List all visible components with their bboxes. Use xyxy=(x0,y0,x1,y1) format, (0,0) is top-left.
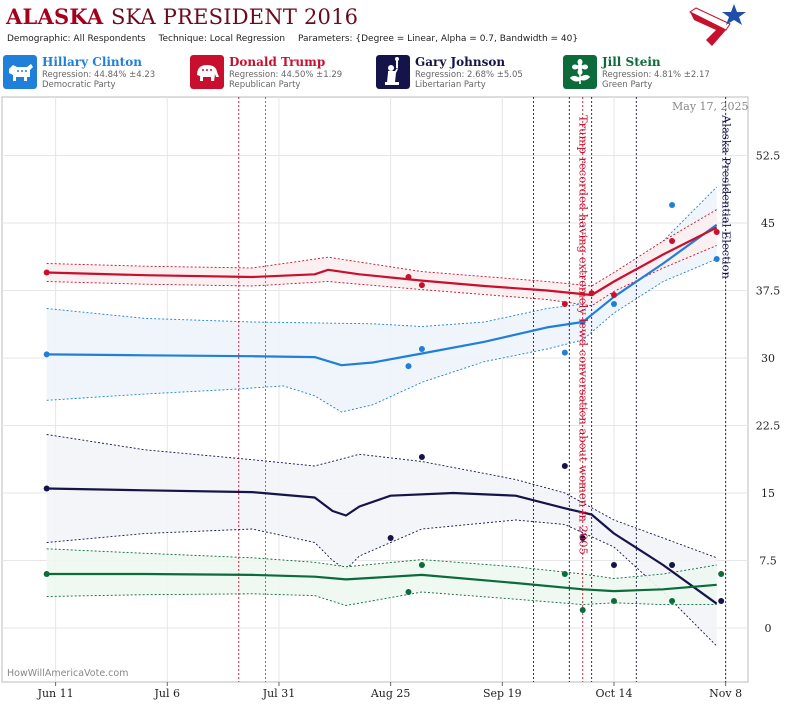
poll-point xyxy=(579,607,586,613)
trend-line xyxy=(46,226,718,297)
poll-point xyxy=(387,535,394,541)
poll-point xyxy=(718,571,725,577)
y-tick-label: 45 xyxy=(761,217,775,230)
chart-plot: 0 7.5 15 22.5 30 37.5 45 52.5 Jun 11 Jul 6 Jul 31 A… xyxy=(1,96,781,700)
candidate-card-johnson: Gary Johnson Regression: 2.68% ±5.05 Lib… xyxy=(376,53,564,92)
x-tick-label: Nov 8 xyxy=(709,687,742,700)
candidate-card-trump: Donald Trump Regression: 44.50% ±1.29 Re… xyxy=(190,53,378,92)
statue-of-liberty-icon xyxy=(376,55,410,89)
poll-point xyxy=(418,346,425,352)
x-tick-label: Oct 14 xyxy=(595,687,632,700)
poll-point xyxy=(588,290,595,297)
poll-point xyxy=(713,256,720,262)
trend-line xyxy=(46,487,718,605)
poll-point xyxy=(561,349,568,356)
y-tick-label: 15 xyxy=(761,487,775,500)
poll-point xyxy=(405,589,412,595)
poll-point xyxy=(610,562,617,568)
technique-label: Technique: Local Regression xyxy=(158,34,286,44)
poll-point xyxy=(579,535,586,541)
candidate-regression: Regression: 4.81% ±2.17 xyxy=(602,70,710,80)
parameters-label: Parameters: {Degree = Linear, Alpha = 0.… xyxy=(298,34,579,44)
candidate-name: Gary Johnson xyxy=(415,55,506,69)
candidate-name: Hillary Clinton xyxy=(42,55,142,69)
confidence-lower-line xyxy=(46,258,717,413)
trend-line xyxy=(46,572,717,593)
poll-point xyxy=(718,598,725,604)
chart-parameters: Demographic: All Respondents Technique: … xyxy=(7,34,588,44)
confidence-band xyxy=(46,434,717,646)
poll-point xyxy=(43,351,50,358)
x-tick-label: Aug 25 xyxy=(370,687,411,700)
y-tick-label: 52.5 xyxy=(756,150,781,163)
poll-point xyxy=(43,269,50,276)
elephant-icon xyxy=(190,55,224,89)
poll-point xyxy=(610,598,617,604)
poll-point xyxy=(418,282,425,289)
poll-point xyxy=(561,301,568,307)
poll-point xyxy=(669,598,676,604)
poll-point xyxy=(43,485,50,492)
poll-point xyxy=(405,363,412,370)
y-tick-label: 22.5 xyxy=(756,420,781,433)
poll-point xyxy=(713,229,720,235)
candidate-card-clinton: Hillary Clinton Regression: 44.84% ±4.23… xyxy=(3,53,191,92)
candidate-party: Libertarian Party xyxy=(415,80,486,90)
poll-point xyxy=(561,571,568,577)
confidence-lower-line xyxy=(46,519,718,647)
poll-point xyxy=(561,463,568,469)
poll-point xyxy=(669,562,676,568)
y-tick-label: 37.5 xyxy=(756,285,781,298)
y-tick-label: 30 xyxy=(761,352,775,365)
poll-point xyxy=(405,274,412,280)
chart-title: ALASKA SKA PRESIDENT 2016 xyxy=(6,4,358,29)
candidate-regression: Regression: 2.68% ±5.05 xyxy=(415,70,523,80)
confidence-lower-line xyxy=(46,591,717,606)
candidate-party: Green Party xyxy=(602,80,653,90)
x-tick-label: Sep 19 xyxy=(483,687,522,700)
donkey-icon xyxy=(3,55,37,89)
poll-point xyxy=(579,319,586,325)
x-tick-label: Jul 31 xyxy=(262,687,296,700)
candidate-party: Democratic Party xyxy=(42,80,116,90)
trend-line xyxy=(46,223,718,367)
poll-point xyxy=(610,301,617,307)
site-logo-icon xyxy=(689,4,746,46)
confidence-upper-line xyxy=(46,186,718,327)
y-tick-label: 7.5 xyxy=(759,555,777,568)
candidate-card-stein: Jill Stein Regression: 4.81% ±2.17 Green… xyxy=(563,53,751,92)
confidence-upper-line xyxy=(46,548,717,579)
candidate-party: Republican Party xyxy=(229,80,301,90)
title-state: ALASKA xyxy=(6,4,104,29)
poll-point xyxy=(418,454,425,460)
candidate-regression: Regression: 44.84% ±4.23 xyxy=(42,70,156,80)
candidate-name: Jill Stein xyxy=(602,55,661,69)
y-tick-label: 0 xyxy=(765,622,772,635)
poll-point xyxy=(43,571,50,577)
event-label: Trump recorded having extremely lewd con… xyxy=(577,115,591,555)
poll-point xyxy=(669,238,676,244)
chart-header: ALASKA SKA PRESIDENT 2016 Demographic: A… xyxy=(0,0,789,52)
event-label: Alaska Presidential Election xyxy=(720,114,734,279)
source-credit: HowWillAmericaVote.com xyxy=(7,668,129,679)
title-rest: SKA PRESIDENT 2016 xyxy=(110,5,359,29)
x-tick-label: Jun 11 xyxy=(37,687,74,700)
poll-point xyxy=(418,562,425,568)
x-tick-label: Jul 6 xyxy=(154,687,181,700)
candidate-regression: Regression: 44.50% ±1.29 xyxy=(229,70,343,80)
poll-point xyxy=(669,202,676,208)
candidate-name: Donald Trump xyxy=(229,55,326,69)
demographic-label: Demographic: All Respondents xyxy=(7,34,146,44)
flower-icon xyxy=(563,55,597,89)
generated-date: May 17, 2025 xyxy=(672,100,749,113)
poll-point xyxy=(610,292,617,298)
